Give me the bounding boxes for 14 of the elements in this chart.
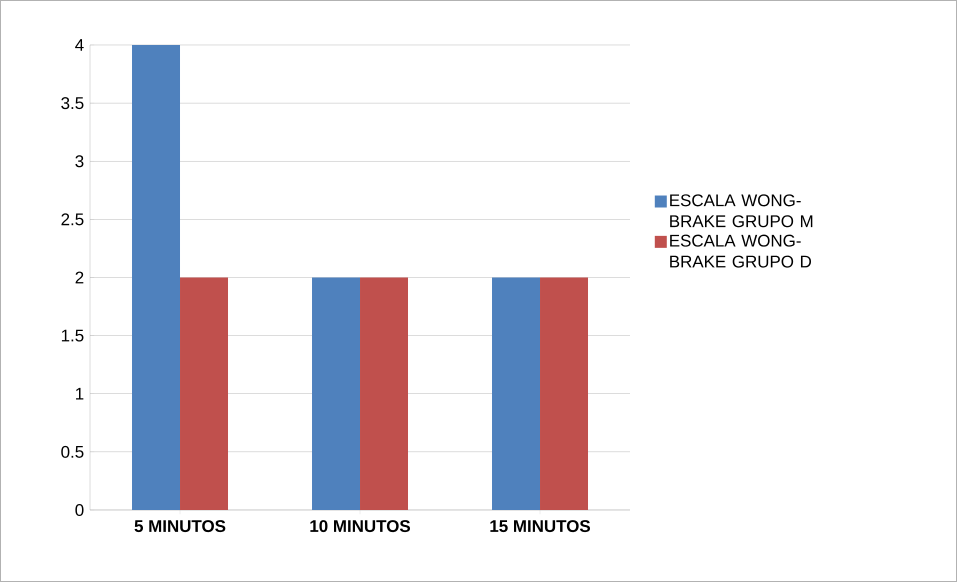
y-tick-label: 4 [75,39,84,51]
x-tick-label: 15 MINUTOS [490,520,590,532]
y-tick-label: 3 [75,155,84,168]
legend-label: ESCALA WONG-BRAKE GRUPO D [670,234,812,268]
y-tick-label: 3.5 [61,97,84,110]
y-tick-label: 0 [75,504,84,516]
y-tick-label: 2.5 [61,213,84,226]
y-tick-label: 1.5 [62,330,84,342]
y-tick-label: 0.5 [61,446,84,458]
y-tick-label: 1 [76,388,84,400]
x-tick-label: 10 MINUTOS [310,520,410,532]
y-tick-label: 2 [76,272,84,284]
legend-label: ESCALA WONG-BRAKE GRUPO M [670,194,812,228]
x-tick-label: 5 MINUTOS [134,520,226,532]
